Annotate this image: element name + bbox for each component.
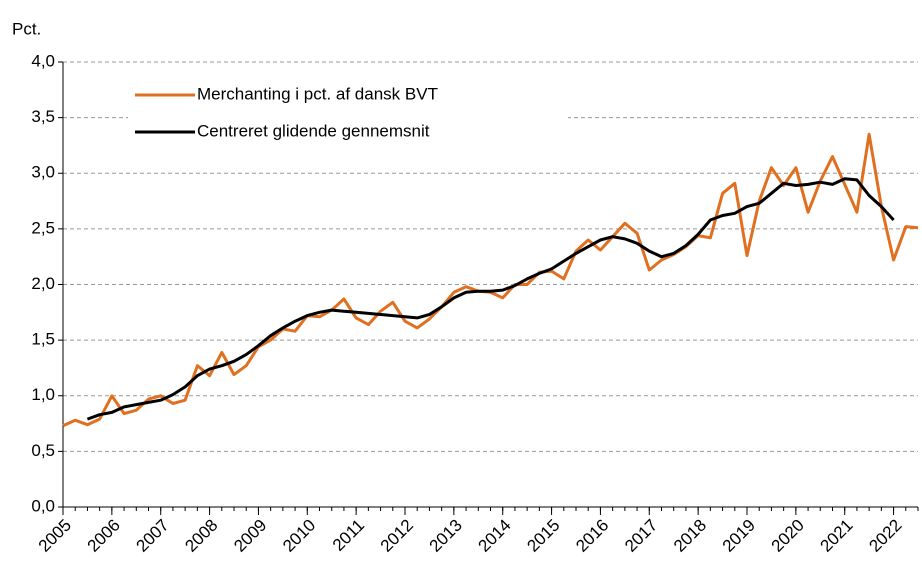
x-tick-label: 2009: [230, 516, 270, 556]
y-tick-label: 1,5: [31, 330, 55, 349]
y-tick-label: 2,0: [31, 274, 55, 293]
series-line: [86, 177, 895, 421]
legend-label: Centreret glidende gennemsnit: [197, 121, 430, 140]
x-tick-label: 2005: [35, 516, 75, 556]
legend-box: [128, 76, 568, 152]
legend: Merchanting i pct. af dansk BVT Centreret…: [128, 76, 568, 152]
x-tick-label: 2011: [329, 516, 368, 555]
x-tick-label: 2008: [181, 516, 221, 556]
x-tick-label: 2019: [719, 516, 759, 556]
y-tick-label: 0,5: [31, 441, 55, 460]
x-tick-label: 2006: [84, 516, 124, 556]
y-tick-label: 0,0: [31, 496, 55, 515]
x-tick-label: 2016: [572, 516, 612, 556]
y-axis-label: Pct.: [12, 19, 41, 38]
x-tick-label: 2010: [279, 516, 319, 556]
x-tick-label: 2012: [377, 516, 417, 556]
x-tick-label: 2017: [621, 516, 661, 556]
x-tick-label: 2020: [768, 516, 808, 556]
legend-label: Merchanting i pct. af dansk BVT: [197, 84, 438, 103]
x-tick-label: 2015: [523, 516, 563, 556]
y-tick-label: 4,0: [31, 51, 55, 70]
y-tick-label: 3,5: [31, 107, 55, 126]
x-tick-label: 2014: [475, 516, 515, 556]
y-tick-label: 3,0: [31, 163, 55, 182]
y-tick-label: 1,0: [31, 385, 55, 404]
y-tick-label: 2,5: [31, 218, 55, 237]
x-tick-label: 2021: [817, 516, 857, 556]
x-tick-label: 2018: [670, 516, 710, 556]
x-tick-label: 2013: [426, 516, 466, 556]
x-tick-label: 2007: [133, 516, 173, 556]
x-tick-label: 2022: [865, 516, 905, 556]
